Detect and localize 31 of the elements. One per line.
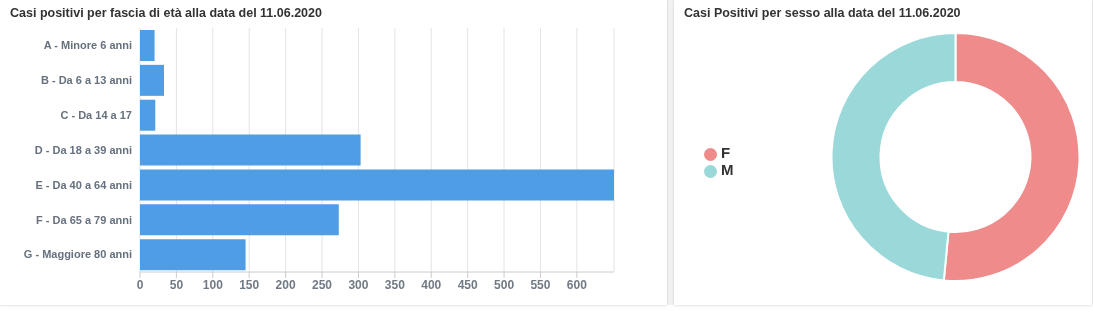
y-tick-label: C - Da 14 a 17	[60, 109, 132, 122]
legend-label: M	[721, 161, 734, 178]
bar	[140, 99, 156, 131]
y-tick-label: A - Minore 6 anni	[43, 39, 132, 52]
bar	[140, 169, 614, 201]
x-tick-label: 0	[136, 277, 144, 292]
legend-label: F	[721, 144, 731, 161]
bar	[140, 134, 361, 166]
x-tick-label: 550	[530, 277, 551, 292]
x-tick-label: 450	[457, 277, 478, 292]
bar	[140, 30, 155, 61]
x-tick-label: 250	[312, 277, 333, 292]
y-tick-label: F - Da 65 a 79 anni	[36, 213, 132, 226]
x-tick-label: 100	[202, 277, 224, 292]
x-tick-label: 50	[169, 277, 184, 292]
x-tick-label: 600	[566, 277, 588, 292]
y-tick-label: B - Da 6 a 13 anni	[40, 74, 132, 87]
chart-title: Casi Positivi per sesso alla data del 11.06.2020	[684, 6, 962, 22]
y-tick-label: E - Da 40 a 64 anni	[35, 178, 132, 191]
y-tick-label: D - Da 18 a 39 anni	[34, 143, 132, 156]
chart-title: Casi positivi per fascia di età alla data del 11.06.2020	[10, 6, 323, 22]
x-tick-label: 350	[384, 277, 406, 292]
x-tick-label: 200	[275, 277, 296, 292]
bar	[140, 64, 165, 96]
bar	[140, 239, 246, 271]
x-tick-label: 300	[348, 277, 369, 292]
x-tick-label: 150	[239, 277, 260, 292]
x-tick-label: 400	[421, 277, 442, 292]
y-tick-label: G - Maggiore 80 anni	[23, 248, 132, 261]
x-tick-label: 500	[494, 277, 515, 292]
bar	[140, 204, 339, 236]
